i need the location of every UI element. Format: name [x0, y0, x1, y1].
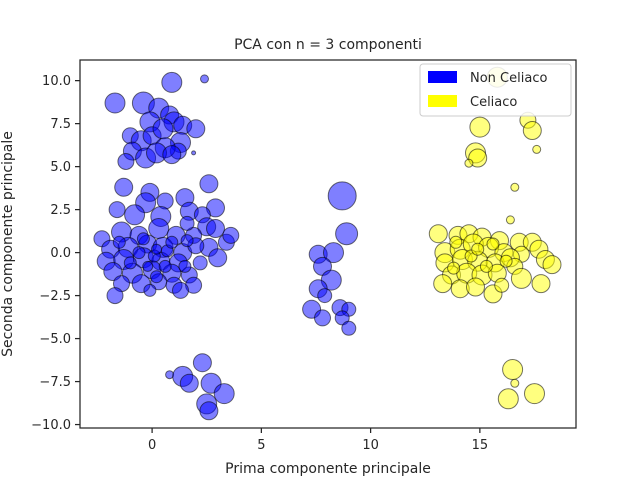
point-celiaco-49: [486, 237, 500, 251]
point-celiaco-47: [471, 242, 485, 256]
point-non-celiaco-82: [112, 235, 126, 249]
scatter-points: [93, 66, 562, 421]
point-non-celiaco-97: [335, 222, 359, 246]
y-tick-label: 7.5: [50, 117, 71, 132]
point-non-celiaco-85: [180, 234, 194, 248]
point-non-celiaco-95: [323, 242, 344, 264]
point-non-celiaco-59: [192, 255, 208, 271]
point-non-celiaco-29: [199, 174, 219, 194]
point-non-celiaco-13: [152, 118, 174, 140]
legend-label-celiaco: Celiaco: [470, 95, 517, 110]
point-non-celiaco-45: [222, 226, 240, 244]
point-celiaco-1: [469, 116, 491, 138]
point-celiaco-10: [428, 224, 448, 244]
point-non-celiaco-2: [161, 71, 183, 93]
point-non-celiaco-83: [151, 243, 162, 255]
point-celiaco-8: [510, 182, 520, 192]
point-non-celiaco-3: [200, 74, 209, 84]
point-non-celiaco-101: [317, 288, 333, 304]
y-tick-label: 2.5: [50, 203, 71, 218]
point-non-celiaco-43: [206, 219, 225, 238]
point-non-celiaco-70: [106, 287, 124, 305]
y-tick-label: −2.5: [39, 289, 71, 304]
point-non-celiaco-93: [199, 401, 219, 421]
point-non-celiaco-21: [162, 145, 182, 165]
point-non-celiaco-23: [114, 177, 134, 197]
legend: Non Celiaco Celiaco: [419, 63, 572, 117]
y-tick-label: 10.0: [42, 74, 71, 89]
point-celiaco-42: [494, 277, 510, 293]
y-tick-label: −5.0: [39, 332, 71, 347]
point-non-celiaco-81: [165, 235, 179, 249]
x-tick-label: 5: [257, 438, 265, 453]
y-tick-label: −7.5: [39, 375, 71, 390]
point-celiaco-52: [497, 388, 519, 410]
point-non-celiaco-79: [178, 259, 192, 273]
point-non-celiaco-22: [117, 153, 135, 170]
y-axis-ticks: −10.0 −7.5 −5.0 −2.5 0.0 2.5 5.0 7.5 10.0: [31, 74, 80, 433]
point-non-celiaco-60: [103, 262, 123, 281]
point-non-celiaco-72: [172, 281, 189, 299]
point-celiaco-37: [531, 274, 551, 294]
point-non-celiaco-31: [124, 204, 146, 226]
point-non-celiaco-53: [208, 248, 228, 268]
plot-frame: [79, 59, 577, 429]
point-celiaco-43: [447, 261, 461, 275]
point-celiaco-3: [522, 121, 542, 140]
legend-swatch-celiaco: [428, 95, 457, 107]
x-axis-ticks: 0 5 10 15: [148, 428, 488, 453]
point-celiaco-25: [542, 255, 562, 275]
chart-title: PCA con n = 3 componenti: [234, 37, 422, 53]
x-tick-label: 10: [362, 438, 379, 453]
point-celiaco-9: [505, 215, 515, 225]
legend-swatch-non-celiaco: [428, 71, 457, 83]
point-non-celiaco-78: [158, 259, 172, 273]
y-tick-label: −10.0: [31, 418, 71, 433]
x-axis-label: Prima componente principale: [225, 461, 431, 477]
point-celiaco-40: [466, 277, 485, 297]
point-non-celiaco-107: [341, 320, 357, 336]
point-non-celiaco-25: [108, 201, 126, 219]
point-celiaco-36: [510, 267, 532, 289]
point-non-celiaco-80: [136, 232, 150, 246]
y-axis-label: Seconda componente principale: [0, 131, 16, 357]
point-celiaco-48: [449, 235, 463, 249]
point-non-celiaco-103: [314, 309, 331, 327]
point-celiaco-50: [510, 378, 520, 388]
point-non-celiaco-0: [104, 92, 126, 114]
point-non-celiaco-9: [186, 119, 206, 139]
y-tick-label: 0.0: [50, 246, 71, 261]
point-non-celiaco-88: [179, 373, 199, 393]
point-celiaco-45: [479, 259, 493, 273]
point-non-celiaco-89: [192, 353, 212, 373]
point-non-celiaco-73: [150, 270, 163, 284]
point-non-celiaco-42: [179, 215, 195, 231]
point-non-celiaco-98: [327, 181, 357, 211]
point-celiaco-46: [499, 254, 513, 268]
point-non-celiaco-74: [132, 246, 146, 260]
x-tick-label: 0: [148, 438, 156, 453]
point-celiaco-51: [502, 359, 524, 380]
x-tick-label: 15: [472, 438, 489, 453]
point-celiaco-6: [464, 158, 474, 168]
point-non-celiaco-77: [123, 256, 137, 270]
y-tick-label: 5.0: [50, 160, 71, 175]
legend-label-non-celiaco: Non Celiaco: [470, 71, 547, 86]
point-celiaco-38: [433, 274, 453, 294]
point-non-celiaco-71: [143, 283, 157, 297]
point-non-celiaco-20: [191, 150, 197, 156]
point-celiaco-7: [532, 144, 542, 154]
point-non-celiaco-84: [142, 260, 154, 272]
point-celiaco-53: [524, 383, 545, 405]
legend-box: [419, 63, 572, 117]
point-non-celiaco-91: [213, 383, 235, 405]
